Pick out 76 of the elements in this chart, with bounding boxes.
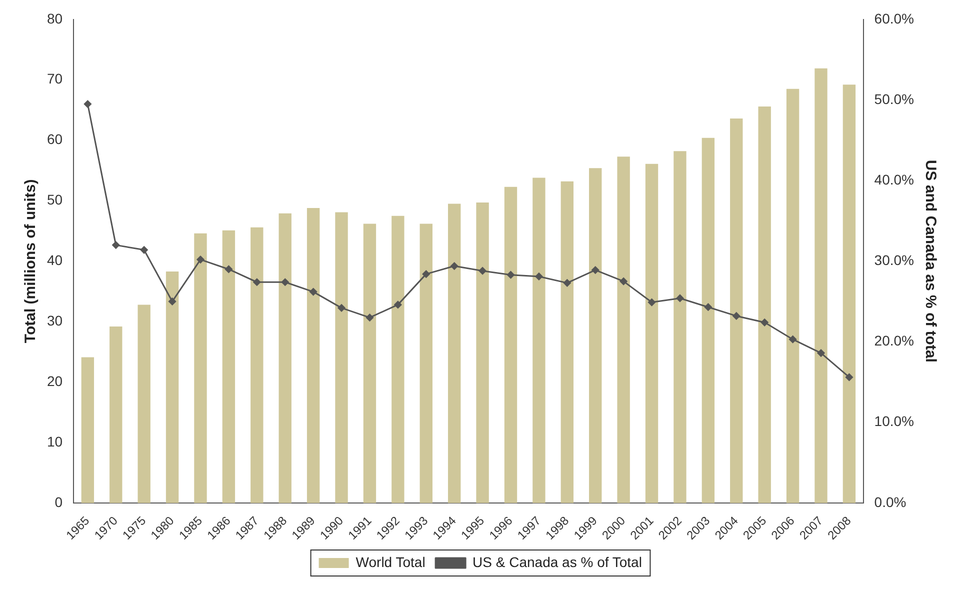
y-tick-label: 80	[46, 10, 63, 26]
bar	[222, 230, 236, 503]
bar	[674, 151, 686, 503]
point	[224, 265, 232, 273]
bar	[250, 227, 264, 503]
point	[535, 272, 543, 280]
y-tick-label: 0	[54, 494, 63, 510]
point	[253, 278, 261, 286]
bar	[730, 118, 743, 503]
point	[478, 267, 486, 275]
point	[506, 271, 514, 279]
y2-tick-label: 20.0%	[874, 332, 914, 349]
point	[140, 246, 148, 254]
y-tick-label: 60	[46, 131, 63, 148]
point	[817, 349, 825, 357]
bar	[138, 304, 150, 503]
y-tick-label: 50	[46, 192, 63, 208]
bar	[194, 233, 207, 503]
y-tick-label: 20	[46, 372, 63, 389]
point	[168, 298, 176, 306]
point	[84, 100, 92, 108]
bar	[335, 212, 348, 503]
bar	[448, 204, 461, 503]
point	[648, 298, 656, 306]
bar	[476, 202, 489, 503]
point	[704, 303, 712, 311]
legend-label: World Total	[356, 554, 426, 570]
point	[845, 373, 853, 381]
point	[366, 314, 374, 322]
point	[422, 270, 430, 278]
bar	[392, 216, 404, 503]
y2-tick-label: 0.0%	[874, 494, 906, 510]
y2-tick-label: 40.0%	[874, 171, 914, 188]
point	[310, 288, 318, 296]
bar	[166, 271, 179, 503]
point	[450, 262, 458, 270]
bar	[645, 164, 658, 503]
point	[112, 241, 120, 249]
y-tick-label: 40	[46, 252, 63, 268]
point	[592, 266, 600, 274]
y-tick-label: 10	[46, 433, 63, 450]
point	[338, 304, 346, 312]
y2-tick-label: 50.0%	[874, 90, 914, 107]
bar	[278, 213, 292, 503]
bar	[504, 186, 518, 503]
bar	[617, 156, 630, 503]
bar	[420, 224, 432, 503]
bar	[786, 88, 800, 503]
y-axis-title: Total (millions of units)	[22, 179, 40, 344]
bar	[532, 178, 546, 503]
bar	[702, 138, 715, 503]
bar	[110, 326, 122, 503]
bar	[758, 106, 771, 503]
bar	[842, 84, 856, 503]
point	[281, 278, 289, 286]
y-tick-label: 70	[46, 70, 63, 87]
y2-tick-label: 30.0%	[874, 252, 914, 268]
bar	[560, 181, 574, 503]
y2-axis-title: US and Canada as % of total	[922, 160, 939, 362]
point	[760, 318, 768, 326]
y2-tick-label: 10.0%	[874, 413, 914, 430]
bar	[81, 357, 94, 503]
bar	[589, 168, 602, 503]
y-tick-label: 30	[46, 312, 63, 328]
y2-tick-label: 60.0%	[874, 10, 914, 26]
point	[563, 279, 571, 287]
bar	[814, 68, 828, 503]
point	[394, 300, 402, 308]
point	[676, 294, 684, 302]
point	[789, 336, 797, 344]
bar	[363, 224, 376, 503]
point	[732, 312, 740, 320]
point	[620, 278, 628, 286]
bar	[306, 208, 320, 503]
point	[196, 256, 204, 264]
legend-label: US & Canada as % of Total	[472, 554, 642, 570]
